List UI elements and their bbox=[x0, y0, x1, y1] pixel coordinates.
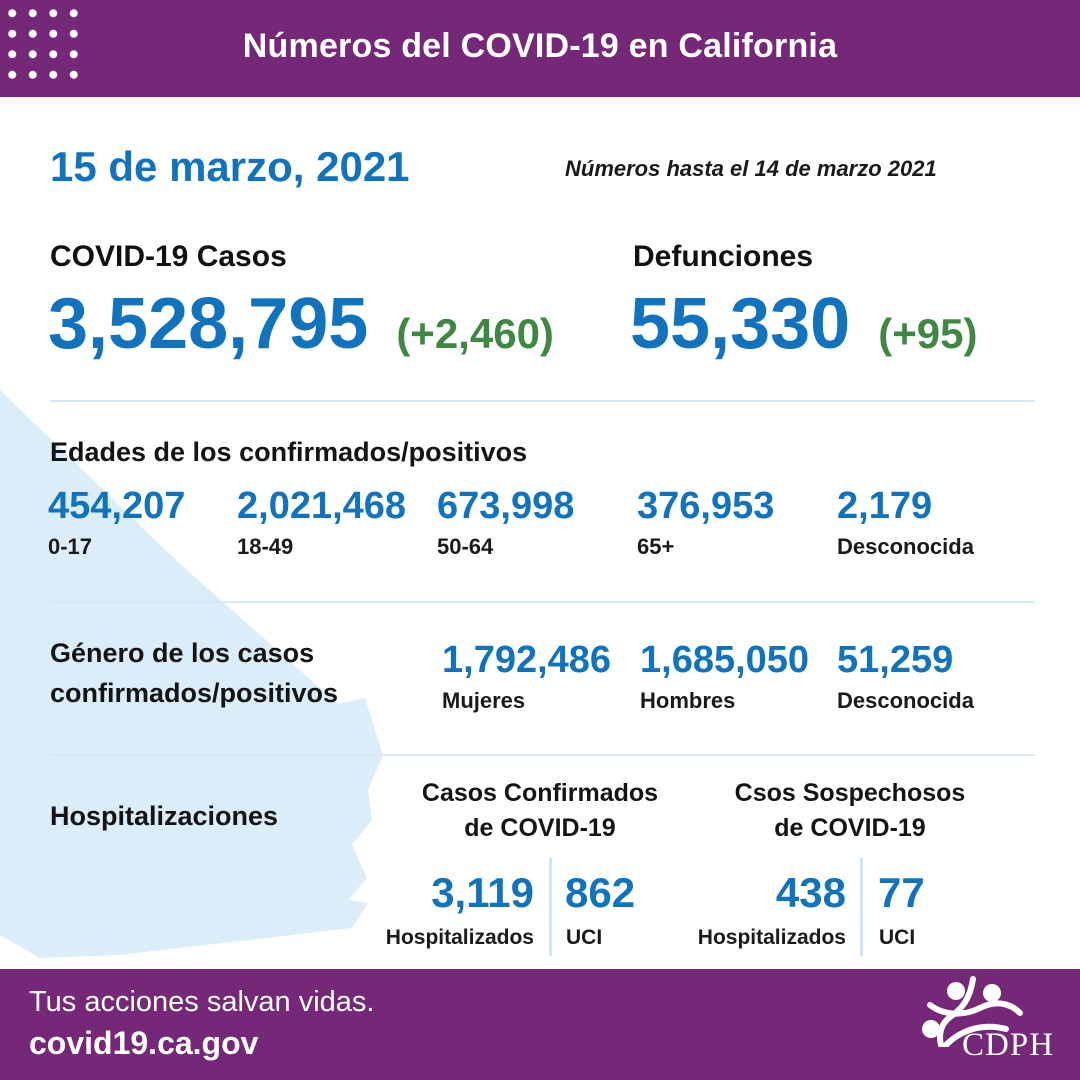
age-value: 2,179 bbox=[837, 485, 933, 527]
hosp-confirmed-hospitalized-label: Hospitalizados bbox=[385, 926, 534, 949]
deaths-value-row: 55,330 (+95) bbox=[630, 288, 977, 360]
cases-value: 3,528,795 bbox=[48, 284, 369, 364]
stat-divider bbox=[860, 858, 863, 956]
footer-url: covid19.ca.gov bbox=[29, 1025, 259, 1061]
hosp-suspected-title-line2: de COVID-19 bbox=[774, 814, 926, 842]
hosp-confirmed-hospitalized-value: 3,119 bbox=[431, 869, 534, 916]
footer-message: Tus acciones salvan vidas. bbox=[29, 986, 375, 1018]
ages-heading: Edades de los confirmados/positivos bbox=[50, 437, 528, 467]
hospitalizations-heading: Hospitalizaciones bbox=[50, 801, 279, 831]
cdph-logo: CDPH bbox=[918, 975, 1053, 1075]
age-value: 454,207 bbox=[48, 485, 186, 527]
california-map-silhouette bbox=[0, 390, 383, 958]
age-value: 673,998 bbox=[437, 485, 575, 527]
hosp-confirmed-title-line2: de COVID-19 bbox=[464, 814, 616, 842]
gender-heading: Género de los casos confirmados/positivo… bbox=[50, 633, 338, 713]
hosp-suspected-title: Csos Sospechosos de COVID-19 bbox=[720, 776, 980, 846]
gender-label: Hombres bbox=[640, 688, 736, 713]
age-value: 376,953 bbox=[637, 485, 775, 527]
hosp-confirmed-icu-label: UCI bbox=[566, 926, 603, 949]
deaths-value: 55,330 bbox=[630, 284, 851, 364]
hosp-confirmed-title: Casos Confirmados de COVID-19 bbox=[410, 776, 670, 846]
hosp-suspected-icu-value: 77 bbox=[878, 869, 925, 916]
age-stat-0-17: 454,207 0-17 bbox=[48, 487, 185, 560]
age-stat-18-49: 2,021,468 18-49 bbox=[237, 487, 406, 560]
hosp-suspected-icu-label: UCI bbox=[879, 926, 916, 949]
footer-bar: Tus acciones salvan vidas. covid19.ca.go… bbox=[0, 969, 1080, 1080]
cases-delta: (+2,460) bbox=[396, 310, 554, 357]
age-stat-65plus: 376,953 65+ bbox=[637, 487, 774, 560]
hosp-suspected-title-line1: Csos Sospechosos bbox=[734, 779, 966, 807]
gender-heading-line2: confirmados/positivos bbox=[50, 678, 339, 708]
age-label: 0-17 bbox=[48, 534, 93, 559]
age-label: 65+ bbox=[637, 534, 675, 559]
gender-value: 51,259 bbox=[837, 639, 954, 681]
gender-label: Mujeres bbox=[442, 688, 526, 713]
dots-pattern-icon bbox=[2, 3, 84, 85]
page-title: Números del COVID-19 en California bbox=[242, 27, 838, 65]
age-stat-50-64: 673,998 50-64 bbox=[437, 487, 574, 560]
cdph-logo-text: CDPH bbox=[962, 1027, 1055, 1063]
age-value: 2,021,468 bbox=[237, 485, 407, 527]
gender-stat-women: 1,792,486 Mujeres bbox=[442, 641, 611, 714]
age-stat-unknown: 2,179 Desconocida bbox=[837, 487, 974, 560]
hosp-confirmed-title-line1: Casos Confirmados bbox=[421, 779, 659, 807]
section-divider bbox=[50, 601, 1035, 603]
gender-heading-line1: Género de los casos bbox=[50, 638, 315, 668]
section-divider bbox=[50, 400, 1035, 402]
age-label: 18-49 bbox=[237, 534, 294, 559]
gender-stat-men: 1,685,050 Hombres bbox=[640, 641, 809, 714]
hosp-suspected-hospitalized-label: Hospitalizados bbox=[697, 926, 846, 949]
report-date: 15 de marzo, 2021 bbox=[50, 143, 410, 190]
cases-value-row: 3,528,795 (+2,460) bbox=[48, 288, 554, 360]
data-through-note: Números hasta el 14 de marzo 2021 bbox=[565, 156, 937, 181]
gender-value: 1,685,050 bbox=[640, 639, 810, 681]
gender-label: Desconocida bbox=[837, 688, 974, 713]
header-bar: Números del COVID-19 en California bbox=[0, 0, 1080, 97]
hosp-suspected-hospitalized-value: 438 bbox=[775, 869, 846, 916]
gender-stat-unknown: 51,259 Desconocida bbox=[837, 641, 974, 714]
stat-divider bbox=[549, 858, 552, 956]
cdph-figures-icon bbox=[922, 976, 1023, 1048]
hosp-confirmed-icu-value: 862 bbox=[565, 869, 636, 916]
section-divider bbox=[50, 754, 1035, 756]
deaths-label: Defunciones bbox=[633, 240, 814, 273]
age-label: Desconocida bbox=[837, 534, 974, 559]
age-label: 50-64 bbox=[437, 534, 494, 559]
gender-value: 1,792,486 bbox=[442, 639, 612, 681]
cases-label: COVID-19 Casos bbox=[50, 240, 287, 273]
deaths-delta: (+95) bbox=[878, 310, 978, 357]
